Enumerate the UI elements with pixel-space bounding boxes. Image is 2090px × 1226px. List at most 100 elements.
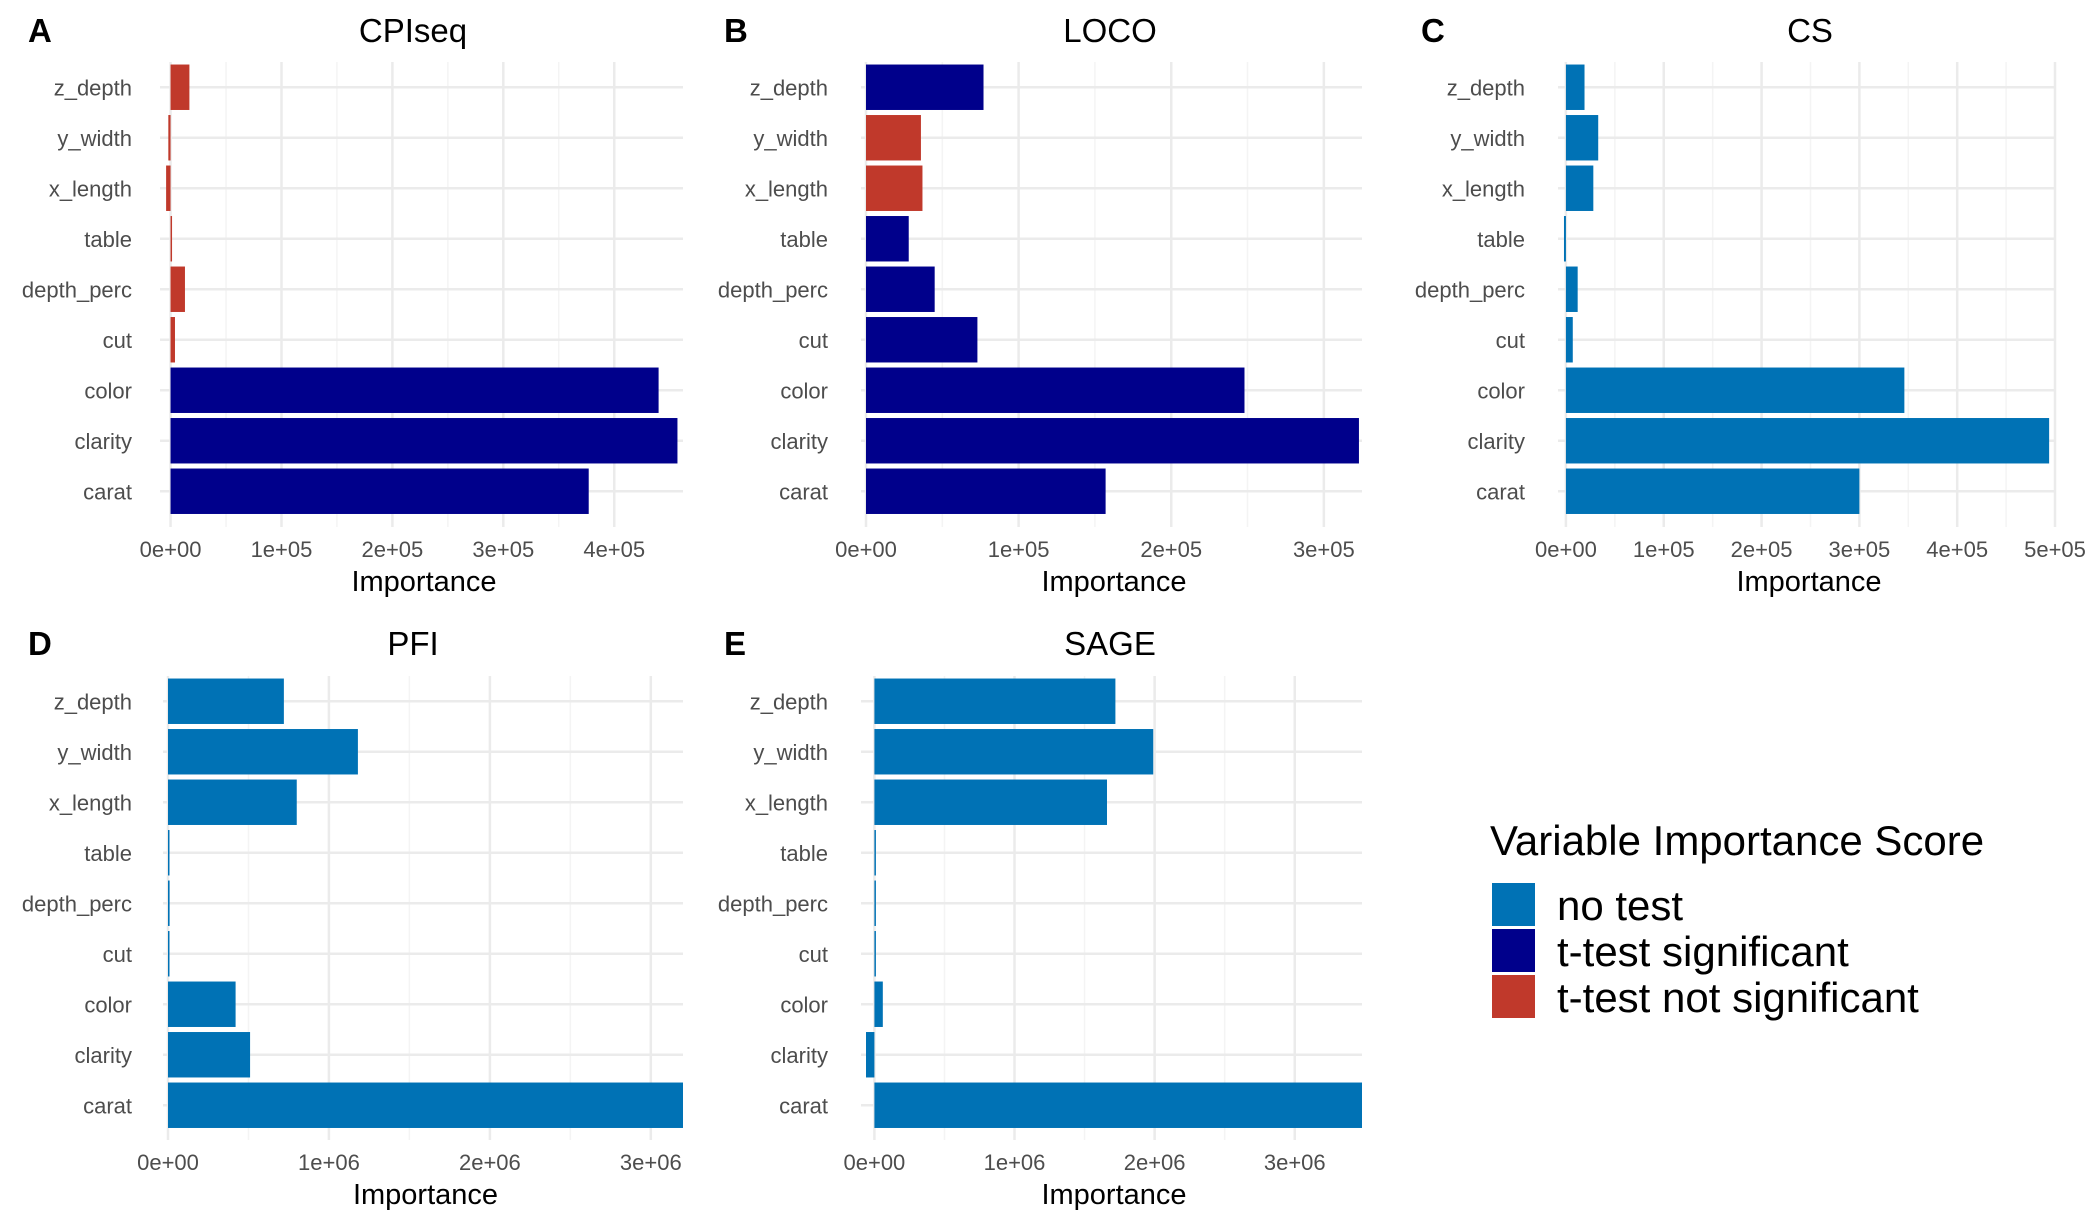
category-label: clarity xyxy=(771,429,828,454)
panel-b: carat clarity color cut depth_perc table x_len… xyxy=(718,12,1362,598)
bar-c-depth-perc xyxy=(1565,266,1578,312)
x-tick-label: 1e+05 xyxy=(1633,537,1695,562)
legend-label-t-test-not-significant: t-test not significant xyxy=(1557,974,1919,1021)
category-label: clarity xyxy=(75,1043,132,1068)
bar-b-carat xyxy=(866,468,1106,514)
panel-title: PFI xyxy=(387,625,438,662)
category-label: depth_perc xyxy=(22,891,132,916)
bar-d-x-length xyxy=(168,779,297,825)
x-tick-label: 2e+05 xyxy=(361,537,423,562)
bar-a-clarity xyxy=(170,418,678,464)
panel-a: carat clarity color cut depth_perc table x_len… xyxy=(22,12,683,598)
category-label: table xyxy=(84,227,132,252)
x-tick-label: 0e+00 xyxy=(835,537,897,562)
category-label: x_length xyxy=(745,176,828,201)
bar-a-cut xyxy=(170,317,175,363)
bar-a-z-depth xyxy=(170,64,190,110)
category-label: depth_perc xyxy=(22,277,132,302)
bar-c-color xyxy=(1565,367,1905,413)
panel-title: CPIseq xyxy=(359,12,467,49)
x-tick-label: 2e+06 xyxy=(459,1150,521,1175)
bar-c-carat xyxy=(1565,468,1860,514)
bar-e-table xyxy=(874,830,876,876)
panel-letter: E xyxy=(724,625,746,662)
x-tick-label: 3e+05 xyxy=(1828,537,1890,562)
category-label: carat xyxy=(779,1093,828,1118)
panel-letter: B xyxy=(724,12,748,49)
legend-swatch-t-test-significant xyxy=(1492,929,1535,972)
panel-c: carat clarity color cut depth_perc table x_len… xyxy=(1415,12,2086,598)
x-tick-label: 5e+05 xyxy=(2024,537,2086,562)
category-label: cut xyxy=(103,942,132,967)
category-label: carat xyxy=(1476,479,1525,504)
bar-a-carat xyxy=(170,468,589,514)
category-label: color xyxy=(84,992,132,1017)
category-label: x_length xyxy=(49,176,132,201)
bar-b-cut xyxy=(866,317,978,363)
category-label: color xyxy=(84,378,132,403)
panel-letter: D xyxy=(28,625,52,662)
category-label: color xyxy=(780,378,828,403)
bar-a-y-width xyxy=(168,115,171,161)
bar-c-x-length xyxy=(1565,165,1594,211)
category-label: clarity xyxy=(1468,429,1525,454)
category-label: depth_perc xyxy=(1415,277,1525,302)
category-label: cut xyxy=(1496,328,1525,353)
x-tick-label: 2e+05 xyxy=(1731,537,1793,562)
bar-a-depth-perc xyxy=(170,266,185,312)
x-tick-label: 1e+06 xyxy=(298,1150,360,1175)
bar-b-table xyxy=(866,216,909,262)
bar-e-x-length xyxy=(874,779,1107,825)
legend-label-t-test-significant: t-test significant xyxy=(1557,928,1849,975)
chart-panels: caratclaritycolorcutdepth_perctablex_len… xyxy=(22,12,2086,1211)
x-tick-label: 0e+00 xyxy=(1535,537,1597,562)
category-label: z_depth xyxy=(1447,75,1525,100)
category-label: table xyxy=(84,841,132,866)
bar-b-clarity xyxy=(866,418,1359,464)
x-tick-label: 3e+06 xyxy=(1264,1150,1326,1175)
panel-letter: A xyxy=(28,12,52,49)
x-tick-label: 3e+06 xyxy=(620,1150,682,1175)
category-label: cut xyxy=(103,328,132,353)
bar-b-x-length xyxy=(866,165,923,211)
category-label: cut xyxy=(799,942,828,967)
bar-d-carat xyxy=(168,1082,683,1128)
panel-title: LOCO xyxy=(1063,12,1157,49)
x-tick-label: 3e+05 xyxy=(472,537,534,562)
bar-e-carat xyxy=(874,1082,1362,1128)
x-tick-label: 0e+00 xyxy=(140,537,202,562)
panel-e: carat clarity color cut depth_perc table x_len… xyxy=(718,625,1362,1211)
legend-swatch-t-test-not-significant xyxy=(1492,975,1535,1018)
bar-e-z-depth xyxy=(874,678,1116,724)
category-label: cut xyxy=(799,328,828,353)
x-tick-label: 2e+05 xyxy=(1140,537,1202,562)
category-label: z_depth xyxy=(54,689,132,714)
x-tick-label: 2e+06 xyxy=(1124,1150,1186,1175)
bar-e-cut xyxy=(874,931,876,977)
category-label: carat xyxy=(83,479,132,504)
panel-d: carat clarity color cut depth_perc table x_len… xyxy=(22,625,683,1211)
category-label: table xyxy=(780,227,828,252)
bar-a-table xyxy=(170,216,173,262)
bar-d-cut xyxy=(168,931,170,977)
x-tick-label: 4e+05 xyxy=(1926,537,1988,562)
category-label: carat xyxy=(83,1093,132,1118)
x-tick-label: 4e+05 xyxy=(583,537,645,562)
category-label: color xyxy=(1477,378,1525,403)
bar-d-depth-perc xyxy=(168,880,170,926)
legend-label-no-test: no test xyxy=(1557,882,1683,929)
bar-c-table xyxy=(1563,216,1566,262)
x-tick-label: 1e+05 xyxy=(988,537,1050,562)
category-label: depth_perc xyxy=(718,277,828,302)
bar-b-color xyxy=(866,367,1245,413)
bar-d-table xyxy=(168,830,170,876)
bar-e-depth-perc xyxy=(874,880,876,926)
category-label: y_width xyxy=(57,126,132,151)
category-label: z_depth xyxy=(54,75,132,100)
category-label: y_width xyxy=(57,740,132,765)
bar-d-z-depth xyxy=(168,678,284,724)
x-axis-title: Importance xyxy=(1041,1179,1186,1211)
bar-e-color xyxy=(874,981,883,1027)
x-axis-title: Importance xyxy=(1736,566,1881,598)
